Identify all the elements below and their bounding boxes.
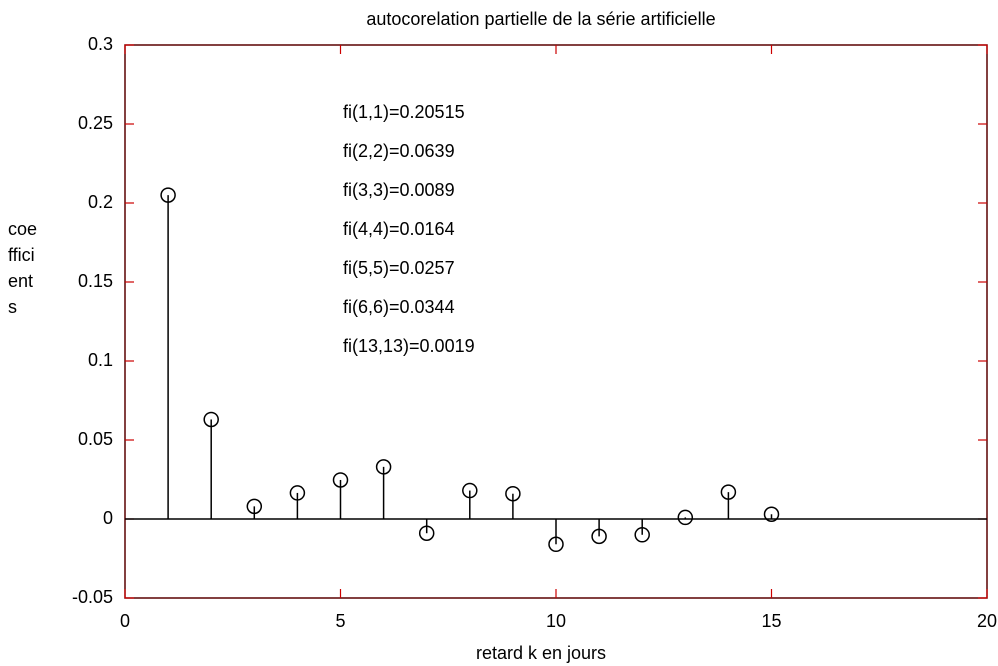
- stem-marker: [332, 472, 349, 488]
- y-tick-label: 0.25: [78, 113, 113, 133]
- stem-marker: [203, 411, 219, 428]
- x-tick-label: 0: [120, 611, 130, 631]
- x-tick-label: 5: [335, 611, 345, 631]
- x-axis-label: retard k en jours: [476, 643, 606, 663]
- stem-marker: [505, 485, 521, 502]
- stem-marker: [246, 498, 263, 515]
- y-tick-label: 0: [103, 508, 113, 528]
- stem-marker: [763, 506, 780, 523]
- stem-marker: [289, 485, 306, 501]
- y-tick-label: -0.05: [72, 587, 113, 607]
- chart-title: autocorelation partielle de la série art…: [366, 9, 715, 29]
- stem-marker: [375, 459, 392, 475]
- x-tick-label: 15: [761, 611, 781, 631]
- annotation: fi(6,6)=0.0344: [343, 297, 455, 317]
- y-axis-label: coe: [8, 219, 37, 239]
- stem-marker: [462, 482, 478, 499]
- y-axis-label: s: [8, 297, 17, 317]
- annotation: fi(5,5)=0.0257: [343, 258, 455, 278]
- stem-marker: [418, 525, 435, 541]
- y-axis-label: ffici: [8, 245, 35, 265]
- y-axis-label: ent: [8, 271, 33, 291]
- stem-marker: [677, 509, 694, 526]
- y-tick-label: 0.2: [88, 192, 113, 212]
- stem-marker: [591, 528, 607, 545]
- annotation: fi(2,2)=0.0639: [343, 141, 455, 161]
- annotation: fi(13,13)=0.0019: [343, 336, 475, 356]
- stem-marker: [160, 187, 176, 203]
- y-tick-label: 0.05: [78, 429, 113, 449]
- y-tick-label: 0.1: [88, 350, 113, 370]
- stem-marker: [720, 484, 737, 500]
- annotation: fi(1,1)=0.20515: [343, 102, 465, 122]
- x-tick-label: 10: [546, 611, 566, 631]
- y-tick-label: 0.3: [88, 34, 113, 54]
- y-tick-label: 0.15: [78, 271, 113, 291]
- stem-marker: [634, 527, 650, 543]
- annotation: fi(3,3)=0.0089: [343, 180, 455, 200]
- x-tick-label: 20: [977, 611, 997, 631]
- annotation: fi(4,4)=0.0164: [343, 219, 455, 239]
- stem-marker: [548, 536, 564, 553]
